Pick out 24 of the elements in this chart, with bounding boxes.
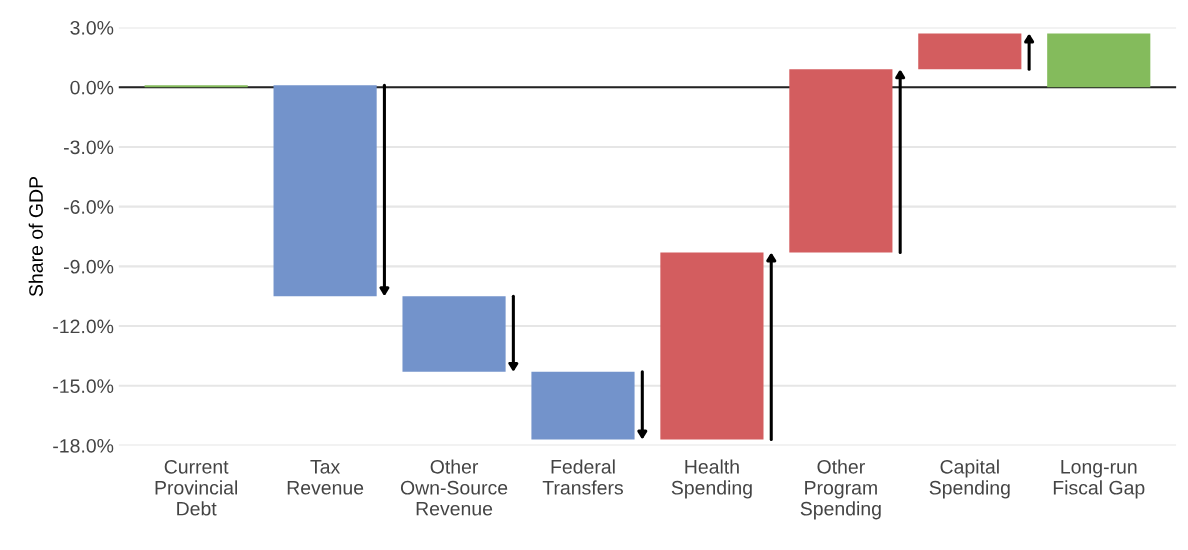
y-tick-label: -12.0% — [53, 319, 114, 334]
x-tick-label: Capital Spending — [929, 459, 1010, 499]
x-tick-label: Current Provincial Debt — [155, 459, 238, 516]
y-tick-label: -9.0% — [64, 259, 114, 274]
bar — [918, 33, 1022, 70]
x-tick-label: Other Program Spending — [800, 459, 881, 520]
bar — [402, 296, 506, 372]
x-tick-label: Health Spending — [671, 459, 752, 499]
y-tick-label: -15.0% — [53, 379, 114, 394]
y-tick-label: 0.0% — [70, 80, 114, 95]
bar — [1047, 33, 1151, 88]
x-tick-label: Tax Revenue — [287, 460, 364, 495]
y-tick-label: 3.0% — [70, 20, 114, 35]
y-tick-label: -3.0% — [64, 140, 114, 155]
x-tick-label: Federal Transfers — [542, 459, 623, 495]
y-tick-label: -6.0% — [64, 200, 114, 214]
bar — [789, 69, 893, 253]
y-axis-title: Share of GDP — [28, 177, 43, 297]
bar — [531, 371, 635, 440]
x-tick-label: Long-run Fiscal Gap — [1053, 460, 1145, 499]
y-tick-label: -18.0% — [53, 438, 114, 453]
bar — [273, 85, 377, 297]
bar — [660, 252, 764, 440]
x-tick-label: Other Own-Source Revenue — [400, 459, 508, 516]
